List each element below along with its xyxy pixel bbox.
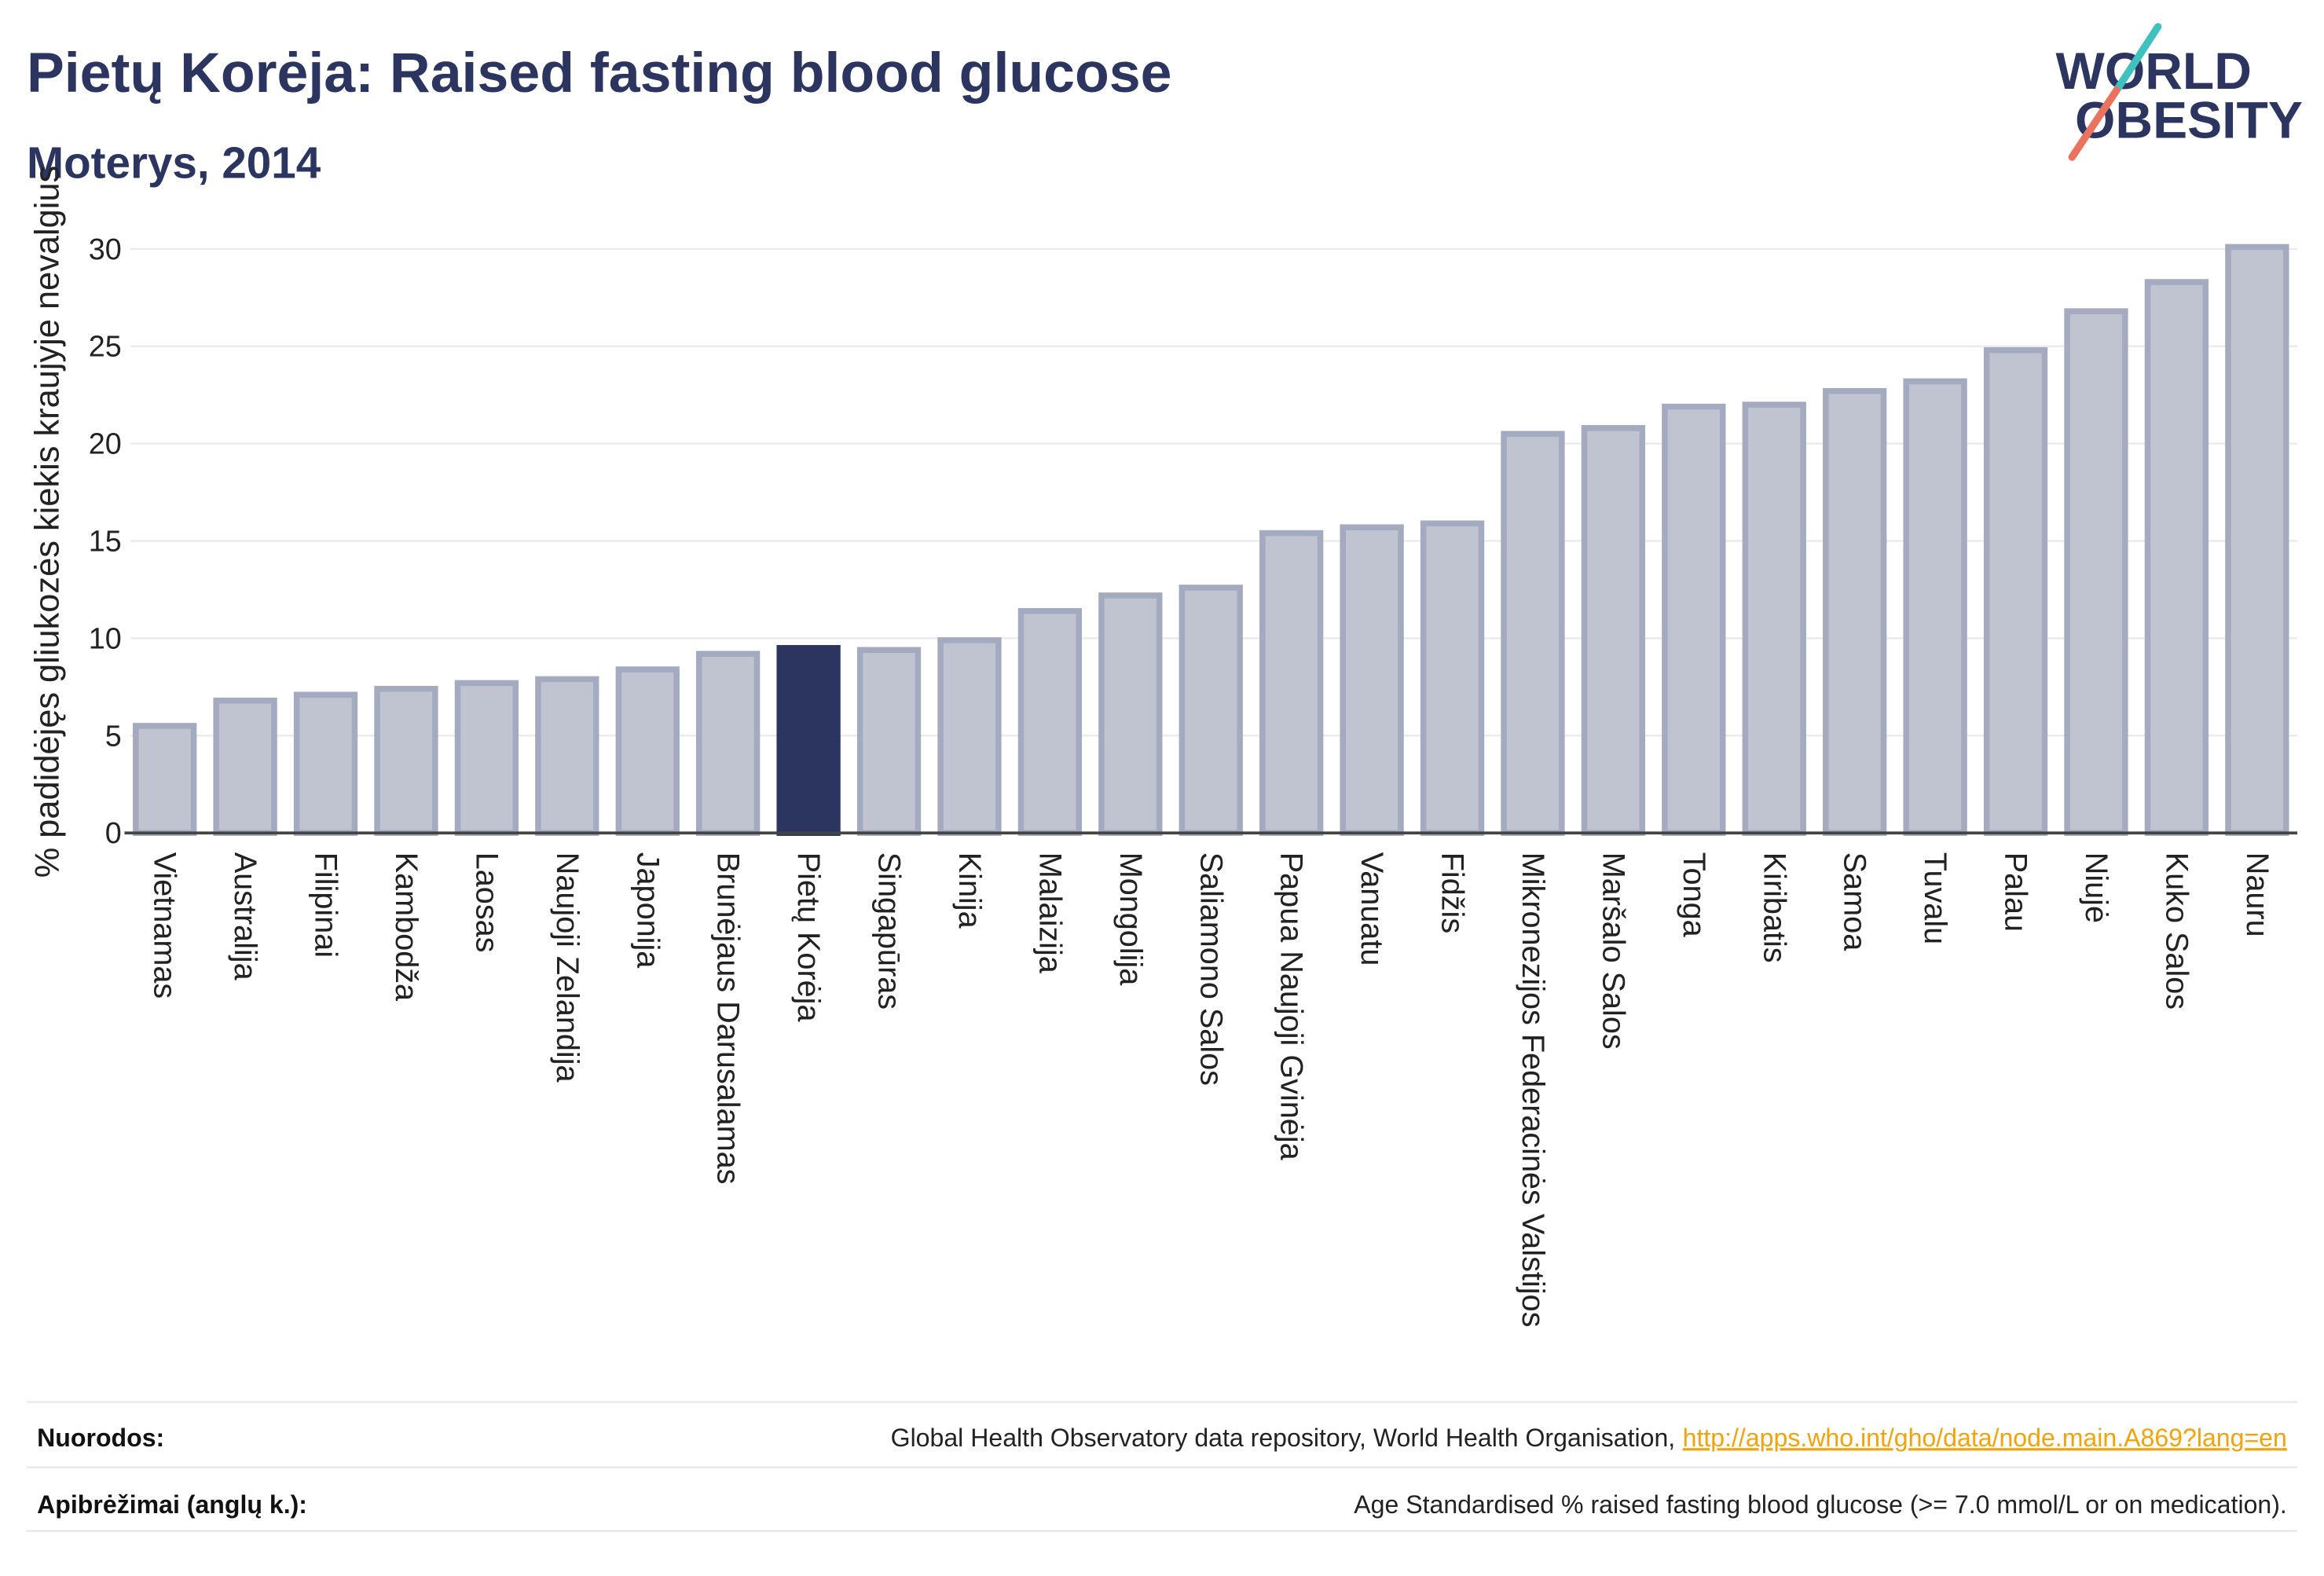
bar-malaizija: [1017, 607, 1083, 836]
definitions-text: Age Standardised % raised fasting blood …: [1354, 1490, 2287, 1519]
x-tick-label-tonga: Tonga: [1677, 852, 1711, 938]
x-tick-label-nauru: Nauru: [2240, 852, 2275, 937]
bar-fidzis: [1420, 520, 1485, 836]
y-tick-label-10: 10: [89, 621, 122, 654]
x-tick-label-kiribatis: Kiribatis: [1757, 852, 1791, 963]
bar-singapuras: [856, 647, 922, 836]
bar-mikronezijos-federacines-valstijos: [1501, 431, 1565, 836]
bar-kinija: [937, 637, 1002, 836]
chart-title: Pietų Korėja: Raised fasting blood gluco…: [27, 42, 1172, 104]
y-tick-labels: 0 5 10 15 20 25 30: [89, 233, 122, 849]
bar-naujoji-zelandija: [535, 676, 599, 836]
bar-palau: [1983, 346, 2048, 836]
x-tick-label-brunejaus-darusalamas: Brunėjaus Darusalamas: [711, 852, 746, 1185]
bar-papua-naujoji-gvineja: [1259, 530, 1324, 836]
bar-filipinai: [293, 691, 358, 836]
x-tick-label-samoa: Samoa: [1838, 852, 1872, 951]
x-tick-label-kuko-salos: Kuko Salos: [2159, 852, 2194, 1010]
sources-label: Nuorodos:: [37, 1424, 164, 1452]
x-tick-label-niuje: Niujė: [2079, 852, 2113, 923]
x-tick-label-tuvalu: Tuvalu: [1918, 852, 1952, 944]
x-tick-label-singapuras: Singapūras: [872, 852, 907, 1010]
x-tick-labels: Vietnamas Australija Filipinai Kambodža Laos…: [148, 852, 2275, 1328]
bar-nauru: [2225, 244, 2289, 836]
x-tick-label-malaizija: Malaizija: [1032, 852, 1067, 974]
bar-pietu-koreja: [776, 645, 841, 836]
bar-marsalo-salos: [1581, 425, 1646, 836]
bar-kambodza: [374, 686, 438, 836]
x-tick-label-japonija: Japonija: [630, 852, 665, 969]
logo-slash-top: [2113, 23, 2162, 94]
bar-australija: [213, 697, 277, 836]
x-tick-label-papua-naujoji-gvineja: Papua Naujoji Gvinėja: [1274, 852, 1309, 1161]
x-tick-label-vietnamas: Vietnamas: [148, 852, 182, 999]
world-obesity-logo: WORLD OBESITY: [2056, 23, 2303, 161]
bar-niuje: [2064, 308, 2128, 836]
bar-tuvalu: [1903, 378, 1967, 836]
x-tick-label-mikronezijos-federacines-valstijos: Mikronezijos Federacinės Valstijos: [1516, 852, 1550, 1328]
sources-text: Global Health Observatory data repositor…: [891, 1424, 2287, 1452]
x-tick-label-saliamono-salos: Saliamono Salos: [1193, 852, 1228, 1086]
x-tick-label-australija: Australija: [228, 852, 262, 981]
bar-brunejaus-darusalamas: [696, 651, 761, 836]
x-tick-label-laosas: Laosas: [469, 852, 504, 953]
source-link[interactable]: http://apps.who.int/gho/data/node.main.A…: [1683, 1424, 2287, 1452]
y-tick-label-0: 0: [105, 816, 122, 849]
x-tick-label-pietu-koreja: Pietų Korėja: [791, 852, 826, 1023]
bar-saliamono-salos: [1178, 585, 1243, 836]
logo-text-world: WORLD: [2056, 42, 2252, 100]
y-tick-label-5: 5: [105, 719, 122, 752]
y-tick-label-15: 15: [89, 525, 122, 558]
bars: [133, 244, 2289, 836]
x-tick-label-marsalo-salos: Maršalo Salos: [1596, 852, 1630, 1050]
bar-tonga: [1662, 403, 1726, 836]
x-tick-label-filipinai: Filipinai: [309, 852, 343, 958]
bar-samoa: [1823, 387, 1887, 836]
x-tick-label-fidzis: Fidžis: [1435, 852, 1470, 933]
bar-japonija: [615, 666, 680, 836]
logo-slash-bottom: [2068, 86, 2121, 161]
bar-vanuatu: [1340, 524, 1404, 836]
x-tick-label-kinija: Kinija: [952, 852, 987, 929]
y-tick-label-20: 20: [89, 427, 122, 460]
bar-kiribatis: [1742, 401, 1806, 836]
bar-laosas: [454, 680, 519, 836]
bar-vietnamas: [133, 723, 197, 836]
chart-subtitle: Moterys, 2014: [27, 137, 321, 187]
y-tick-label-25: 25: [89, 330, 122, 363]
definitions-label: Apibrėžimai (anglų k.):: [37, 1490, 307, 1519]
x-tick-label-mongolija: Mongolija: [1113, 852, 1148, 987]
x-tick-label-naujoji-zelandija: Naujoji Zelandija: [550, 852, 585, 1083]
bar-kuko-salos: [2144, 279, 2209, 836]
x-tick-label-palau: Palau: [1999, 852, 2033, 932]
sources-description: Global Health Observatory data repositor…: [891, 1424, 1676, 1452]
y-axis-label: % padidėjęs gliukozės kiekis kraujyje ne…: [28, 166, 66, 878]
x-tick-label-vanuatu: Vanuatu: [1354, 852, 1389, 966]
y-tick-label-30: 30: [89, 233, 122, 266]
bar-mongolija: [1098, 592, 1163, 836]
x-tick-label-kambodza: Kambodža: [389, 852, 423, 1002]
